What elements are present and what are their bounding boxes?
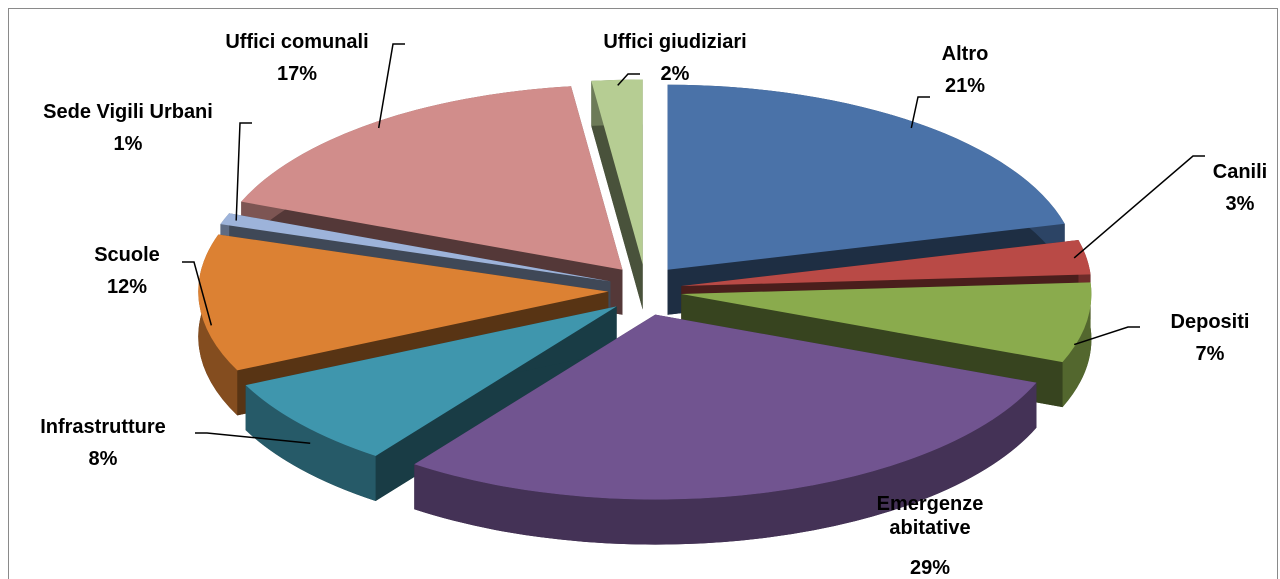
slice xyxy=(681,282,1092,363)
slice xyxy=(681,239,1091,286)
slice-percent: 17% xyxy=(276,63,318,85)
slice-percent: 8% xyxy=(88,448,118,470)
slice-label: Scuole xyxy=(94,244,160,266)
slice xyxy=(414,314,1037,500)
slice-side xyxy=(591,80,643,310)
slice-percent: 3% xyxy=(1225,193,1255,215)
slice xyxy=(198,234,609,371)
slice-wall xyxy=(414,382,1037,545)
slice-percent: 21% xyxy=(944,75,986,97)
leader-line xyxy=(182,261,213,326)
chart-frame xyxy=(8,8,1278,579)
leader-line xyxy=(1073,155,1205,259)
slice-percent: 29% xyxy=(909,557,951,579)
leader-line xyxy=(235,122,252,221)
leader-line xyxy=(377,43,405,129)
slice xyxy=(245,306,617,456)
slice-percent: 12% xyxy=(106,276,148,298)
slice xyxy=(667,84,1065,270)
slice-label: Uffici comunali xyxy=(225,31,369,53)
slice-percent: 2% xyxy=(660,63,690,85)
leader-line xyxy=(195,432,311,444)
slice-label: Uffici giudiziari xyxy=(603,31,747,53)
slice xyxy=(220,213,611,282)
slice xyxy=(241,86,623,270)
leader-line xyxy=(1073,326,1140,346)
slice-label: Emergenze abitative xyxy=(876,493,984,539)
leader-line xyxy=(617,73,640,86)
leader-line xyxy=(910,96,930,129)
slice-label: Sede Vigili Urbani xyxy=(43,101,213,123)
slice xyxy=(591,79,643,265)
slice-label: Canili xyxy=(1212,161,1268,183)
slice-label: Depositi xyxy=(1170,311,1250,333)
slice-percent: 7% xyxy=(1195,343,1225,365)
slice-wall xyxy=(245,385,376,501)
slice-label: Infrastrutture xyxy=(40,416,166,438)
slice-percent: 1% xyxy=(113,133,143,155)
slice-label: Altro xyxy=(941,43,989,65)
slice-wall xyxy=(1062,282,1092,408)
